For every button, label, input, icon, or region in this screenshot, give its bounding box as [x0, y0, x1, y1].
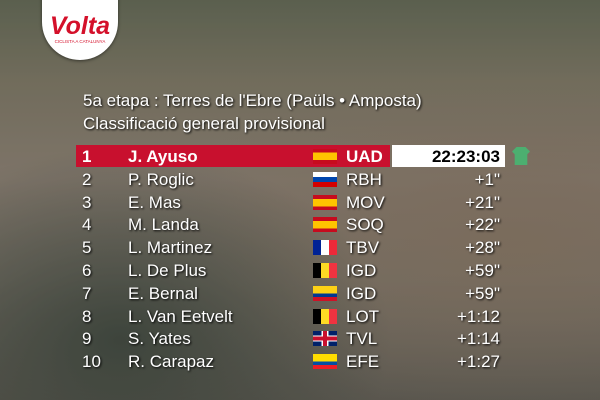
standing-row: 3 E. Mas MOV +21" — [76, 191, 536, 213]
logo-title: Volta — [49, 12, 111, 40]
rank: 4 — [82, 215, 92, 235]
flag — [313, 331, 337, 347]
rank: 9 — [82, 329, 92, 349]
team: UAD — [346, 147, 383, 166]
team: SOQ — [346, 215, 384, 235]
rank: 1 — [82, 147, 92, 166]
rank: 5 — [82, 238, 92, 258]
time-gap: +22" — [465, 215, 500, 235]
flag — [313, 308, 337, 324]
rider-name: L. De Plus — [128, 261, 207, 280]
team: IGD — [346, 283, 377, 303]
time-gap: +1" — [474, 169, 500, 189]
logo: Volta CICLISTA A CATALUNYA — [42, 0, 118, 60]
rank: 6 — [82, 261, 92, 280]
time-gap: +1:12 — [456, 306, 500, 326]
time-gap: +59" — [465, 283, 500, 303]
standing-row: 10 R. Carapaz EFE +1:27 — [76, 350, 536, 372]
leader-jersey — [512, 147, 530, 165]
flag — [313, 285, 337, 301]
flag — [313, 217, 337, 233]
flag — [313, 149, 337, 164]
team: MOV — [346, 192, 385, 212]
time-box — [392, 145, 505, 167]
time-gap: +28" — [465, 238, 500, 258]
standing-row: 4 M. Landa SOQ +22" — [76, 213, 536, 235]
team: IGD — [346, 261, 377, 280]
rider-name: L. Van Eetvelt — [128, 306, 233, 326]
flag — [313, 171, 337, 187]
team: RBH — [346, 169, 382, 189]
team: TVL — [346, 329, 378, 349]
team: TBV — [346, 238, 380, 258]
classification-title: Classificació general provisional — [83, 114, 325, 133]
flag — [313, 354, 337, 370]
rider-name: S. Yates — [128, 329, 191, 349]
standing-row: 1 J. Ayuso UAD 22:23:03 — [76, 145, 536, 167]
rider-name: E. Mas — [128, 192, 181, 212]
rank: 7 — [82, 283, 92, 303]
time-gap: +21" — [465, 192, 500, 212]
logo-subtitle: CICLISTA A CATALUNYA — [54, 39, 106, 44]
standing-row: 7 E. Bernal IGD +59" — [76, 282, 536, 304]
rider-name: L. Martinez — [128, 238, 213, 258]
time-gap: +59" — [465, 261, 500, 280]
stage-title: 5a etapa : Terres de l'Ebre (Paüls • Amp… — [83, 91, 422, 110]
standing-row: 8 L. Van Eetvelt LOT +1:12 — [76, 305, 536, 327]
flag — [313, 263, 337, 278]
standing-row: 6 L. De Plus IGD +59" — [76, 259, 536, 281]
standing-row: 9 S. Yates TVL +1:14 — [76, 327, 536, 349]
team: LOT — [346, 306, 380, 326]
time-gap: 22:23:03 — [431, 147, 500, 166]
rank: 10 — [82, 352, 101, 372]
rank: 2 — [82, 169, 92, 189]
standing-row: 5 L. Martinez TBV +28" — [76, 236, 536, 258]
time-gap: +1:14 — [456, 329, 500, 349]
time-gap: +1:27 — [456, 352, 500, 372]
standing-row: 2 P. Roglic RBH +1" — [76, 168, 536, 190]
rider-name: E. Bernal — [128, 283, 198, 303]
team: EFE — [346, 352, 380, 372]
flag — [313, 194, 337, 210]
rider-name: J. Ayuso — [128, 147, 198, 166]
leader-bar — [76, 145, 390, 167]
rank: 3 — [82, 192, 92, 212]
flag — [313, 240, 337, 256]
rider-name: R. Carapaz — [128, 352, 214, 372]
rank: 8 — [82, 306, 92, 326]
rider-name: M. Landa — [128, 215, 199, 235]
rider-name: P. Roglic — [128, 169, 194, 189]
